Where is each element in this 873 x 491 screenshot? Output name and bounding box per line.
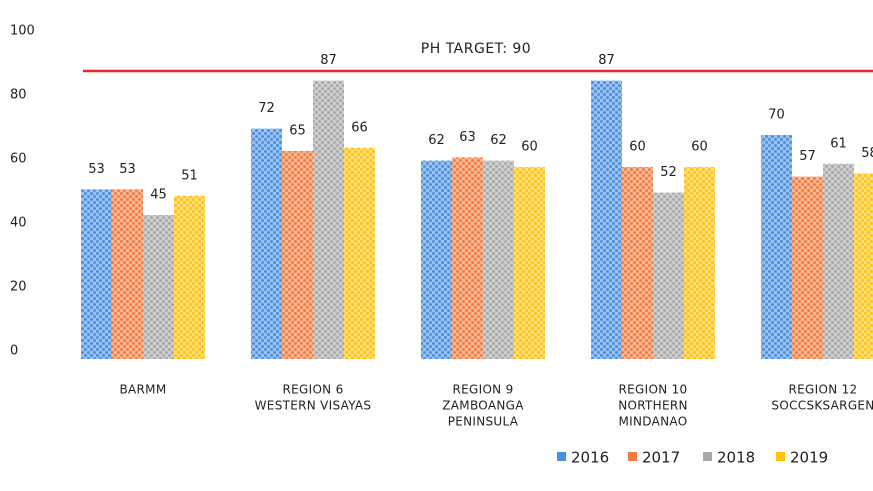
x-tick-label: WESTERN VISAYAS [255, 399, 372, 413]
value-label: 87 [598, 53, 615, 68]
bar [483, 160, 514, 359]
x-tick-label: NORTHERN [618, 399, 688, 413]
value-label: 66 [351, 120, 368, 135]
legend-swatch [557, 452, 566, 461]
legend-swatch [776, 452, 785, 461]
y-tick-label: 20 [10, 280, 27, 295]
legend-swatch [628, 452, 637, 461]
bar [143, 215, 174, 359]
bar [514, 167, 545, 359]
legend-label: 2019 [790, 449, 828, 467]
value-label: 53 [119, 162, 136, 177]
value-label: 57 [799, 149, 816, 164]
value-label: 87 [320, 53, 337, 68]
x-tick-label: ZAMBOANGA [442, 399, 524, 413]
bar [792, 176, 823, 359]
y-tick-label: 0 [10, 344, 18, 359]
value-label: 61 [830, 136, 847, 151]
x-tick-label: MINDANAO [619, 415, 688, 429]
value-label: 62 [490, 133, 507, 148]
x-tick-label: REGION 9 [452, 383, 513, 397]
value-label: 51 [181, 168, 198, 183]
value-label: 58 [861, 146, 873, 161]
y-tick-label: 60 [10, 152, 27, 167]
bar [653, 192, 684, 359]
value-label: 63 [459, 130, 476, 145]
bar [282, 151, 313, 359]
y-tick-label: 80 [10, 88, 27, 103]
bar [313, 80, 344, 359]
value-label: 62 [428, 133, 445, 148]
y-tick-label: 40 [10, 216, 27, 231]
bar [81, 189, 112, 359]
value-label: 65 [289, 124, 306, 139]
x-tick-label: SOCCSKSARGEN [771, 399, 873, 413]
bar [591, 80, 622, 359]
bar [452, 157, 483, 359]
bar [684, 167, 715, 359]
x-tick-label: REGION 12 [789, 383, 858, 397]
bar [761, 135, 792, 359]
target-label: PH TARGET: 90 [421, 41, 531, 57]
legend-swatch [703, 452, 712, 461]
x-tick-label: REGION 6 [282, 383, 343, 397]
bar [823, 163, 854, 359]
legend-label: 2016 [571, 449, 609, 467]
x-tick-label: REGION 10 [619, 383, 688, 397]
bar [174, 195, 205, 359]
value-label: 53 [88, 162, 105, 177]
x-tick-label: BARMM [120, 383, 167, 397]
y-tick-label: 100 [10, 24, 35, 39]
bar [622, 167, 653, 359]
bar [344, 147, 375, 359]
bar [854, 173, 873, 359]
bar [421, 160, 452, 359]
bar [251, 128, 282, 359]
value-label: 60 [691, 140, 708, 155]
value-label: 45 [150, 188, 167, 203]
value-label: 60 [629, 140, 646, 155]
value-label: 60 [521, 140, 538, 155]
x-tick-label: PENINSULA [448, 415, 519, 429]
value-label: 70 [768, 108, 785, 123]
legend-label: 2018 [717, 449, 755, 467]
legend-label: 2017 [642, 449, 680, 467]
value-label: 72 [258, 101, 275, 116]
value-label: 52 [660, 165, 677, 180]
bar [112, 189, 143, 359]
